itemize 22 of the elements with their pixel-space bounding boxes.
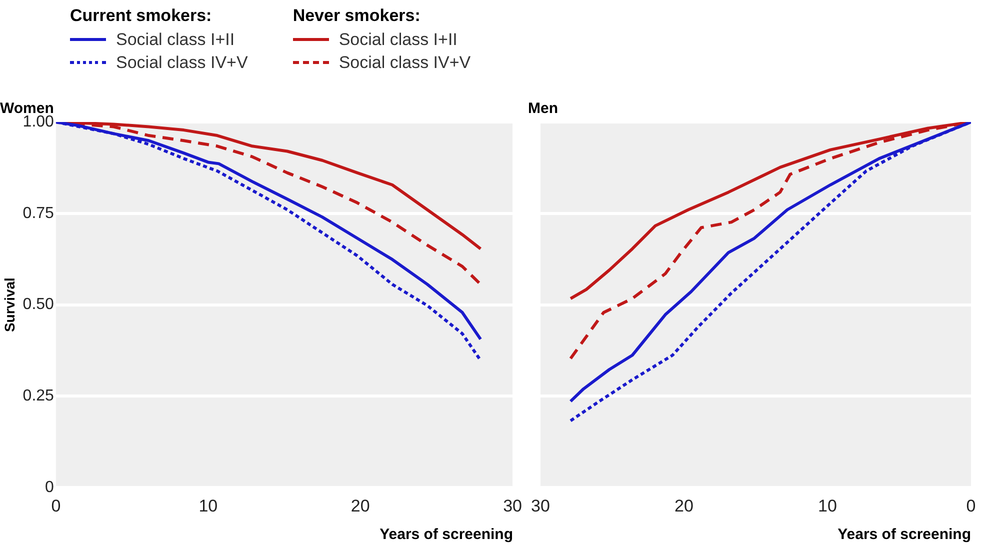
x-axis-title: Years of screening [378,526,514,543]
x-tick-label: 20 [674,496,694,516]
y-tick-label: 0 [45,479,54,496]
y-tick-label: 0.50 [22,296,54,314]
x-tick-label: 20 [350,496,370,516]
chart-title: Men [528,100,558,118]
y-axis-title: Survival [1,278,18,332]
text: Never smokers: [292,6,422,26]
y-tick-label: 1.00 [22,113,54,130]
legend-label: Social class I+II [116,30,235,50]
x-axis-title: Years of screening [836,526,972,543]
x-tick-label: 10 [818,496,837,516]
x-tick-label: 10 [198,496,218,516]
x-tick-label: 30 [530,496,550,516]
y-tick-label: 0.25 [22,388,54,405]
legend-label: Social class IV+V [116,52,248,72]
legend-label: Social class I+II [338,30,458,50]
x-tick-label: 0 [966,496,976,516]
legend-label: Social class IV+V [338,52,471,72]
x-tick-label: 30 [503,496,522,516]
text: Current smokers: [70,6,213,26]
y-tick-label: 0.75 [22,204,54,222]
